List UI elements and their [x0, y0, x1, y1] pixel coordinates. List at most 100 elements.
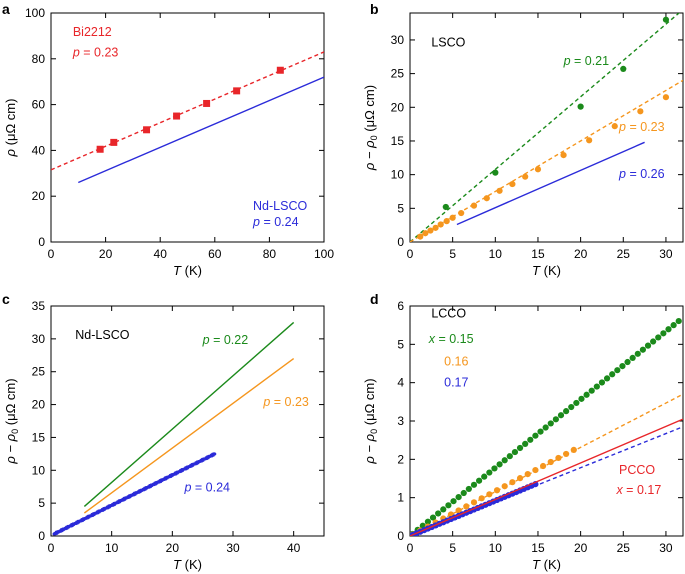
- x-axis-label: T (K): [532, 263, 561, 278]
- y-axis-label: ρ − ρ0 (μΩ cm): [362, 378, 379, 464]
- y-tick-label: 10: [391, 168, 405, 182]
- series-p-0-21-fit-line: [410, 13, 681, 242]
- series-p-0-21-point: [492, 169, 499, 176]
- x-tick-label: 20: [574, 541, 588, 555]
- series-x-0-15-point: [552, 416, 559, 423]
- annotation: Nd-LSCO: [253, 199, 307, 213]
- series-x-0-15-point: [440, 506, 447, 513]
- annotation: Nd-LSCO: [75, 328, 129, 342]
- series-x-0-15-point: [588, 387, 595, 394]
- y-tick-label: 60: [32, 98, 46, 112]
- series-nd-lsco-line: [78, 76, 324, 184]
- y-tick-label: 20: [32, 398, 46, 412]
- series-x-0-15-point: [532, 432, 539, 439]
- x-tick-label: 15: [531, 247, 545, 261]
- series-x-0-15-point: [496, 461, 503, 468]
- series-p-0-21-point: [620, 65, 627, 73]
- panel-label-d: d: [370, 291, 379, 307]
- annotation: 0.16: [444, 354, 468, 368]
- x-tick-label: 60: [208, 247, 222, 261]
- series-p-0-23-point: [458, 209, 465, 217]
- series-x-0-15-point: [501, 457, 508, 464]
- annotation: p = 0.26: [618, 167, 665, 181]
- panel-label-a: a: [2, 1, 10, 17]
- x-axis-label: T (K): [173, 557, 202, 572]
- series-p-0-23-point: [522, 173, 529, 180]
- y-axis-label: ρ − ρ0 (μΩ cm): [3, 378, 20, 464]
- series-p-0-23-point: [611, 123, 618, 130]
- series-x-0-15-point: [516, 444, 524, 452]
- x-tick-label: 30: [226, 541, 240, 555]
- y-tick-label: 100: [25, 6, 45, 20]
- series-p-0-23-point: [432, 224, 439, 231]
- series-p-0-23-point: [509, 180, 516, 188]
- series-x-0-15-point: [445, 502, 452, 509]
- y-tick-label: 6: [397, 299, 404, 313]
- y-tick-label: 35: [32, 299, 46, 313]
- series-x-0-15-point: [598, 379, 606, 386]
- x-axis-label: T (K): [173, 263, 202, 278]
- series-p-0-23-point: [637, 108, 644, 115]
- y-tick-label: 20: [32, 189, 46, 203]
- y-axis-label: ρ (μΩ cm): [3, 99, 18, 158]
- series-x-0-15-point: [650, 338, 657, 345]
- series-p-0-23-line: [83, 358, 295, 514]
- annotation: p = 0.24: [183, 480, 230, 494]
- y-tick-label: 30: [391, 33, 405, 47]
- annotation: PCCO: [619, 463, 655, 477]
- x-axis-label: T (K): [532, 557, 561, 572]
- series-x-0-15-point: [522, 440, 529, 447]
- series-x-0-15-point: [476, 477, 483, 484]
- annotation: p = 0.23: [262, 395, 309, 409]
- y-tick-label: 15: [391, 134, 405, 148]
- series-x-0-15-point: [491, 465, 498, 472]
- y-tick-label: 5: [397, 201, 404, 215]
- series-bi2212-point: [233, 87, 241, 95]
- y-axis-label: ρ − ρ0 (μΩ cm): [362, 85, 379, 171]
- series-x-0-15-point: [655, 334, 662, 341]
- y-tick-label: 5: [397, 337, 404, 351]
- series-x-0-15-point: [481, 473, 488, 480]
- y-tick-label: 10: [32, 463, 46, 477]
- series-p-0-21-point: [662, 16, 670, 23]
- y-tick-label: 1: [397, 491, 404, 505]
- series-x-0-15-point: [670, 322, 677, 329]
- x-tick-label: 40: [154, 247, 168, 261]
- y-tick-label: 4: [397, 376, 404, 390]
- series-p-0-23-point: [470, 202, 478, 209]
- series-p-0-24-point: [213, 452, 217, 456]
- y-tick-label: 20: [391, 100, 405, 114]
- y-tick-label: 3: [397, 414, 404, 428]
- series-x-0-16-fit-line: [410, 393, 683, 536]
- series-x-0-15-point: [573, 399, 580, 407]
- x-tick-label: 0: [48, 541, 55, 555]
- y-tick-label: 5: [38, 496, 45, 510]
- series-p-0-23-point: [417, 233, 424, 240]
- series-p-0-23-point: [534, 166, 542, 173]
- series-x-0-15-point: [506, 453, 513, 460]
- annotation: x = 0.17: [615, 483, 661, 497]
- series-p-0-23-point: [560, 152, 567, 159]
- series-x-0-15-point: [450, 498, 457, 505]
- panel-a: a 0 20 40 60 80 100 0 20 40 60 80 100 T (K) ρ (μΩ cm) B…: [2, 1, 334, 278]
- series-x-0-15-point: [537, 428, 544, 435]
- y-tick-label: 25: [32, 365, 46, 379]
- series-p-0-23-point: [662, 94, 670, 101]
- plot-area: [52, 321, 295, 536]
- series-x-0-15-point: [593, 383, 600, 390]
- annotation: LCCO: [431, 307, 466, 321]
- series-x-0-15-point: [460, 489, 467, 497]
- y-tick-label: 15: [32, 430, 46, 444]
- annotation: LSCO: [431, 36, 465, 50]
- x-tick-label: 10: [489, 541, 503, 555]
- panel-d: d 0 5 10 15 20 25 30 0 1 2 3 4 5 6 T (K) ρ − ρ0 (μΩ cm) L…: [362, 291, 684, 572]
- series-p-0-21-point: [442, 203, 449, 211]
- annotation: p = 0.22: [202, 333, 249, 347]
- series-bi2212-point: [276, 66, 284, 74]
- series-p-0-23-point: [496, 187, 503, 194]
- series-p-0-21-point: [577, 103, 584, 110]
- series-x-0-15-point: [435, 510, 442, 517]
- series-x-0-15-point: [563, 408, 570, 415]
- series-x-0-15-point: [527, 436, 534, 443]
